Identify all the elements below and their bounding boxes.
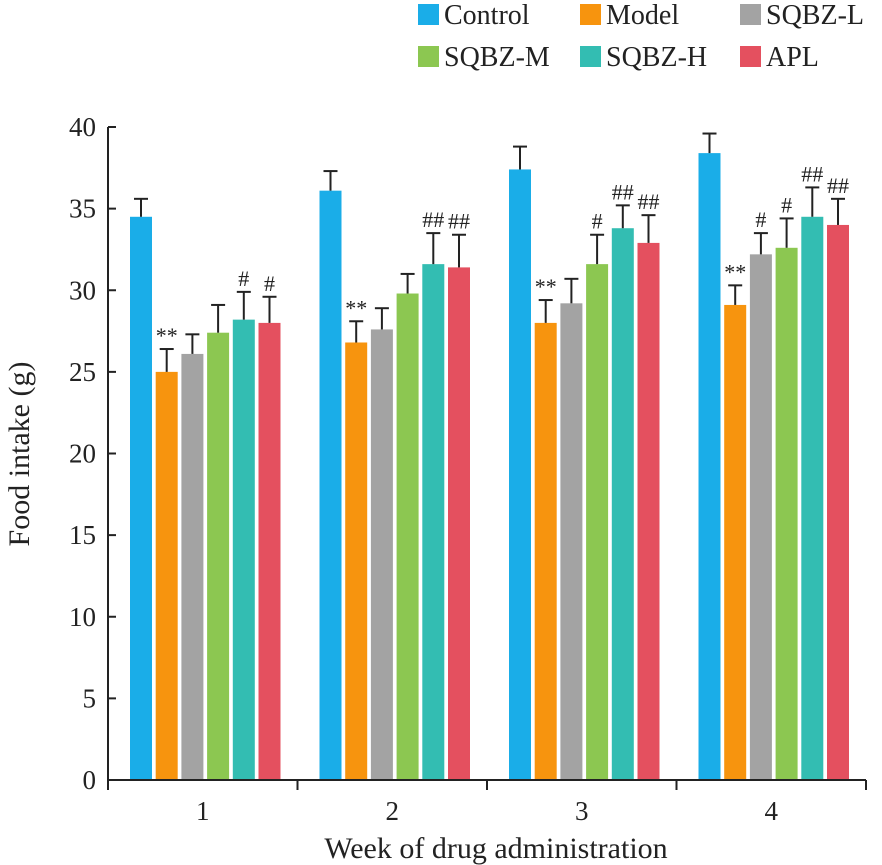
bar	[698, 153, 721, 780]
bar	[509, 169, 531, 780]
bar	[801, 216, 824, 781]
series-model: ** ** ** **	[155, 259, 747, 780]
significance-mark: #	[238, 266, 249, 291]
bar	[319, 190, 342, 781]
legend-label: APL	[766, 42, 819, 73]
series-sqbz-h: #######	[232, 161, 824, 781]
legend: Control Model SQBZ-L SQBZ-M SQBZ-H APL	[418, 0, 864, 73]
legend-label: Model	[606, 0, 679, 31]
y-tick-label: 15	[69, 520, 96, 550]
series-control	[130, 132, 721, 781]
legend-label: SQBZ-H	[606, 42, 707, 73]
significance-mark: #	[755, 207, 766, 232]
x-axis-title: Week of drug administration	[324, 832, 667, 865]
bar	[181, 353, 204, 780]
significance-mark: ##	[612, 179, 634, 204]
y-axis-title: Food intake (g)	[3, 362, 36, 547]
x-tick-label: 3	[575, 796, 589, 826]
bar	[611, 228, 634, 781]
legend-item: Model	[580, 0, 679, 31]
bar	[448, 267, 470, 780]
y-tick-label: 30	[69, 275, 96, 305]
legend-swatch	[418, 4, 439, 25]
legend-swatch	[740, 4, 761, 25]
significance-mark: ##	[448, 209, 470, 234]
legend-item: Control	[418, 0, 530, 31]
significance-mark: ##	[638, 189, 660, 214]
x-tick-label: 1	[196, 796, 210, 826]
bar	[232, 319, 255, 780]
y-tick-label: 10	[69, 602, 96, 632]
bar	[827, 224, 849, 780]
plot-area: ********#################	[130, 132, 849, 781]
x-tick-label: 4	[765, 796, 779, 826]
y-tick-label: 40	[69, 112, 96, 142]
bar	[370, 329, 393, 780]
bar	[724, 304, 747, 780]
legend-item: SQBZ-H	[580, 42, 707, 73]
y-tick-label: 0	[83, 765, 97, 795]
x-tick-label: 2	[386, 796, 400, 826]
bar	[396, 293, 419, 780]
bar	[422, 264, 445, 780]
legend-item: APL	[740, 42, 819, 73]
significance-mark: **	[345, 295, 367, 320]
bar	[130, 216, 152, 781]
x-axis-ticks: 1 2 3 4	[107, 780, 867, 826]
bar	[749, 254, 772, 780]
significance-mark: ##	[827, 173, 849, 198]
legend-swatch	[740, 46, 761, 67]
significance-mark: #	[592, 209, 603, 234]
legend-swatch	[580, 4, 601, 25]
series-sqbz-l: #	[181, 207, 772, 780]
y-tick-label: 20	[69, 439, 96, 469]
significance-mark: **	[156, 323, 178, 348]
bar	[345, 342, 368, 780]
bar	[207, 332, 230, 780]
series-sqbz-m: ##	[207, 192, 798, 780]
bar	[534, 322, 557, 780]
significance-mark: **	[724, 259, 746, 284]
bar	[155, 371, 178, 780]
significance-mark: #	[264, 271, 275, 296]
legend-label: Control	[444, 0, 530, 31]
bar	[775, 247, 798, 780]
legend-label: SQBZ-M	[444, 42, 550, 73]
bar	[258, 322, 281, 780]
legend-label: SQBZ-L	[766, 0, 864, 31]
significance-mark: #	[781, 192, 792, 217]
significance-mark: **	[535, 274, 557, 299]
significance-mark: ##	[801, 161, 823, 186]
axes: 0 5 10 15 20 25 30 35 40 1 2 3 4	[69, 112, 867, 826]
y-tick-label: 5	[83, 683, 97, 713]
bar	[637, 242, 660, 781]
bar	[560, 303, 583, 780]
legend-swatch	[580, 46, 601, 67]
y-tick-label: 35	[69, 194, 96, 224]
legend-item: SQBZ-L	[740, 0, 864, 31]
y-axis-ticks: 0 5 10 15 20 25 30 35 40	[69, 112, 116, 795]
y-tick-label: 25	[69, 357, 96, 387]
significance-mark: ##	[422, 207, 444, 232]
legend-item: SQBZ-M	[418, 42, 550, 73]
series-apl: #######	[258, 173, 849, 781]
legend-swatch	[418, 46, 439, 67]
bar	[586, 264, 609, 780]
